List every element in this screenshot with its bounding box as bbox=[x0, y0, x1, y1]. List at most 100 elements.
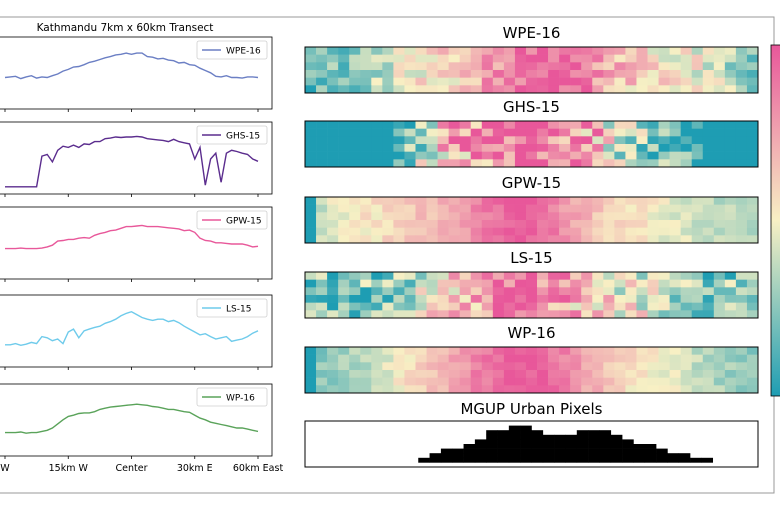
heatmap-cell bbox=[603, 227, 615, 236]
heatmap-cell bbox=[349, 295, 361, 303]
heatmap-cell bbox=[448, 212, 460, 221]
urban-pixel bbox=[588, 434, 600, 440]
heatmap-cell bbox=[382, 362, 394, 371]
heatmap-cell bbox=[669, 212, 681, 221]
heatmap-cell bbox=[724, 295, 737, 303]
heatmap-cell bbox=[658, 85, 670, 94]
heatmap-cell bbox=[415, 70, 427, 78]
heatmap-cell bbox=[448, 279, 460, 288]
heatmap-cell bbox=[647, 227, 659, 236]
heatmap-cell bbox=[537, 347, 549, 355]
heatmap-cell bbox=[713, 220, 726, 228]
heatmap-cell bbox=[559, 144, 571, 152]
heatmap-cell bbox=[548, 47, 560, 55]
heatmap-cell bbox=[636, 377, 648, 386]
heatmap-cell bbox=[393, 128, 405, 137]
heatmap-cell bbox=[338, 47, 350, 55]
heatmap-cell bbox=[470, 128, 483, 137]
heatmap-cell bbox=[636, 354, 648, 363]
heatmap-cell bbox=[735, 159, 748, 168]
heatmap-cell bbox=[713, 62, 726, 71]
heatmap-cell bbox=[735, 70, 748, 78]
heatmap-cell bbox=[603, 144, 615, 152]
heatmap-cell bbox=[537, 220, 549, 228]
urban-pixel bbox=[656, 457, 668, 463]
legend-label: GPW-15 bbox=[226, 217, 262, 227]
heatmap-cell bbox=[636, 227, 648, 236]
heatmap-cell bbox=[459, 362, 472, 371]
heatmap-cell bbox=[503, 54, 516, 63]
heatmap-cell bbox=[537, 295, 549, 303]
heatmap-cell bbox=[349, 212, 361, 221]
heatmap-cell bbox=[691, 136, 704, 145]
urban-pixel bbox=[622, 444, 634, 449]
urban-pixel bbox=[542, 444, 555, 449]
heatmap-cell bbox=[426, 385, 438, 394]
heatmap-cell bbox=[360, 354, 372, 363]
heatmap-cell bbox=[614, 151, 626, 160]
heatmap-cell bbox=[404, 272, 416, 280]
heatmap-cell bbox=[503, 347, 516, 355]
urban-pixel bbox=[486, 453, 498, 459]
heatmap-cell bbox=[603, 159, 615, 168]
urban-pixel bbox=[633, 448, 646, 454]
urban-pixel bbox=[542, 453, 555, 459]
heatmap-cell bbox=[647, 151, 659, 160]
heatmap-title: LS-15 bbox=[510, 249, 552, 267]
heatmap-cell bbox=[327, 272, 339, 280]
heatmap-cell bbox=[492, 144, 505, 152]
heatmap-cell bbox=[514, 159, 527, 168]
heatmap-cell bbox=[514, 310, 527, 319]
heatmap-cell bbox=[603, 128, 615, 137]
heatmap-cell bbox=[735, 354, 748, 363]
heatmap-cell bbox=[492, 310, 505, 319]
urban-pixel bbox=[497, 434, 510, 440]
heatmap-cell bbox=[603, 212, 615, 221]
urban-pixel bbox=[565, 439, 578, 445]
heatmap-cell bbox=[360, 310, 372, 319]
heatmap-cell bbox=[559, 287, 571, 296]
heatmap-cell bbox=[581, 235, 593, 244]
heatmap-cell bbox=[371, 347, 383, 355]
heatmap-cell bbox=[603, 279, 615, 288]
heatmap-cell bbox=[525, 272, 538, 280]
heatmap-cell bbox=[360, 136, 372, 145]
heatmap-cell bbox=[625, 204, 637, 213]
heatmap-cell bbox=[559, 370, 571, 378]
urban-pixel bbox=[508, 444, 521, 449]
heatmap-cell bbox=[603, 62, 615, 71]
heatmap-cell bbox=[647, 85, 659, 94]
heatmap-cell bbox=[316, 54, 328, 63]
heatmap-cell bbox=[503, 212, 516, 221]
heatmap-cell bbox=[503, 310, 516, 319]
heatmap-cell bbox=[581, 347, 593, 355]
heatmap-cell bbox=[382, 227, 394, 236]
heatmap-cell bbox=[581, 212, 593, 221]
heatmap-cell bbox=[503, 287, 516, 296]
heatmap-cell bbox=[371, 85, 383, 94]
urban-pixel bbox=[474, 444, 487, 449]
heatmap-cell bbox=[669, 310, 681, 319]
heatmap-cell bbox=[603, 70, 615, 78]
heatmap-cell bbox=[636, 235, 648, 244]
heatmap-cell bbox=[647, 347, 659, 355]
heatmap-cell bbox=[492, 287, 505, 296]
heatmap-cell bbox=[636, 204, 648, 213]
heatmap-cell bbox=[592, 85, 604, 94]
heatmap-cell bbox=[349, 362, 361, 371]
heatmap-cell bbox=[404, 220, 416, 228]
urban-pixel bbox=[565, 453, 578, 459]
urban-pixel bbox=[520, 457, 532, 463]
urban-pixel bbox=[508, 430, 521, 436]
heatmap-cell bbox=[658, 377, 670, 386]
heatmap-cell bbox=[503, 121, 516, 129]
heatmap-cell bbox=[437, 295, 449, 303]
heatmap-cell bbox=[415, 220, 427, 228]
heatmap-cell bbox=[393, 62, 405, 71]
heatmap-cell bbox=[459, 295, 472, 303]
heatmap-cell bbox=[746, 151, 759, 160]
heatmap-cell bbox=[592, 151, 604, 160]
heatmap-cell bbox=[338, 54, 350, 63]
urban-pixel bbox=[656, 453, 668, 459]
heatmap-cell bbox=[327, 377, 339, 386]
